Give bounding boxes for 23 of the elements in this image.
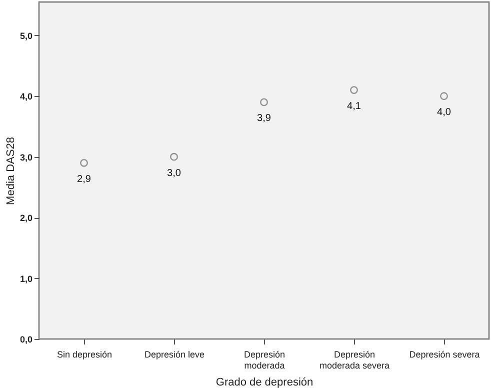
x-axis-title: Grado de depresión: [216, 376, 314, 388]
x-tick-label: Depresión leve: [144, 350, 205, 360]
x-tick-label: Depresión moderada: [244, 350, 286, 370]
point: [440, 92, 448, 100]
y-tick-label: 4,0: [20, 92, 32, 102]
x-tick-label: Depresión severa: [409, 350, 480, 360]
point: [260, 98, 268, 106]
point: [170, 152, 178, 161]
y-tick-label: 1,0: [20, 274, 32, 284]
point: [80, 158, 88, 167]
data-label: 4,1: [347, 101, 362, 112]
x-tick-label: Depresión moderada severa: [319, 350, 390, 370]
x-tick-label: Sin depresión: [56, 350, 112, 360]
y-axis-title: Media DAS28: [4, 137, 17, 205]
data-label: 3,9: [257, 113, 272, 124]
data-label: 4,0: [437, 107, 452, 118]
y-tick-label: 2,0: [20, 213, 32, 224]
data-label: 2,9: [77, 174, 92, 185]
y-tick-label: 5,0: [20, 30, 32, 41]
y-tick-label: 0,0: [20, 334, 32, 344]
data-label: 3,0: [167, 168, 182, 179]
point: [350, 86, 358, 94]
y-tick-label: 3,0: [20, 152, 32, 162]
